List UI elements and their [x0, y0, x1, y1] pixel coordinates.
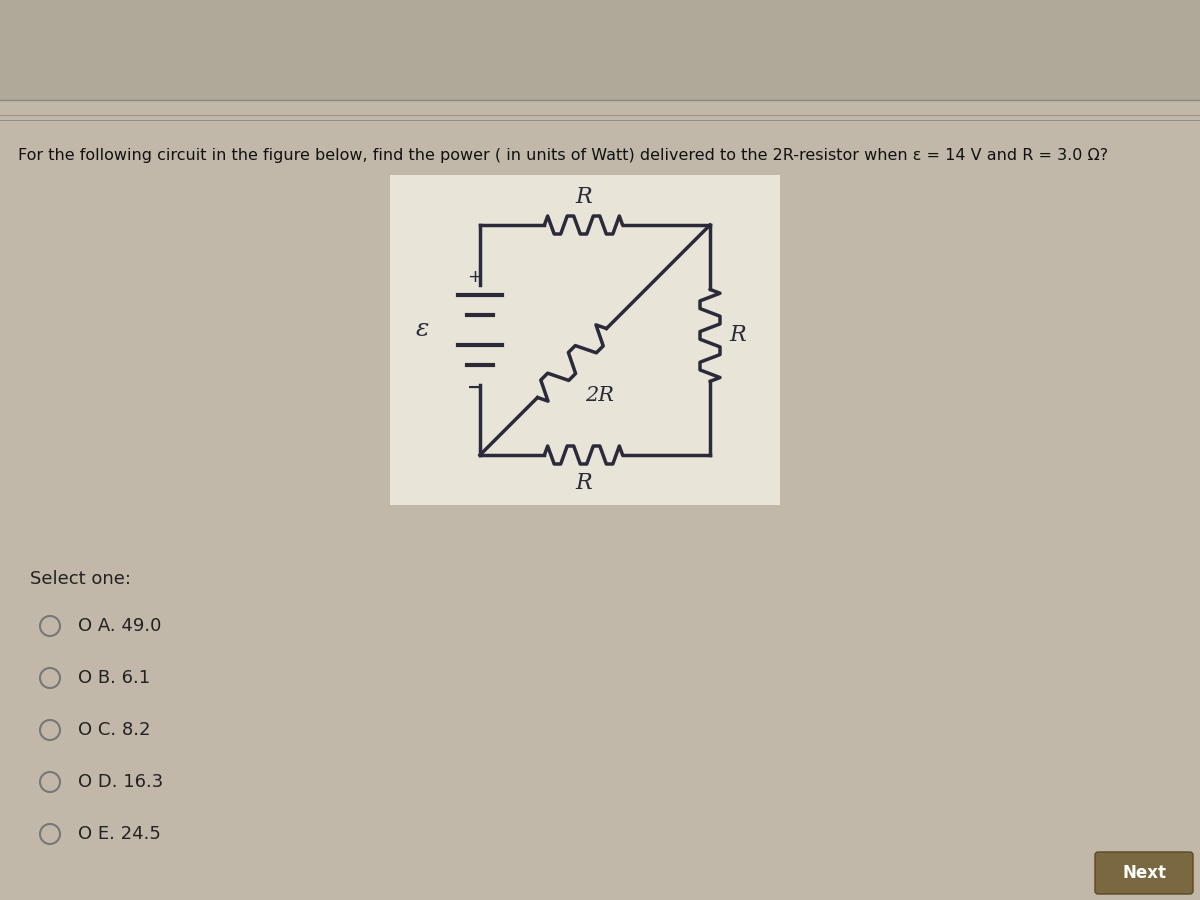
Text: −: −: [467, 377, 484, 397]
Text: Next: Next: [1122, 864, 1166, 882]
Text: +: +: [468, 268, 482, 286]
Text: O E. 24.5: O E. 24.5: [78, 825, 161, 843]
Text: For the following circuit in the figure below, find the power ( in units of Watt: For the following circuit in the figure …: [18, 148, 1108, 163]
Text: O D. 16.3: O D. 16.3: [78, 773, 163, 791]
Text: R: R: [730, 324, 746, 346]
Text: O A. 49.0: O A. 49.0: [78, 617, 161, 635]
Text: Select one:: Select one:: [30, 570, 131, 588]
Bar: [0, 0, 1200, 100]
Text: O C. 8.2: O C. 8.2: [78, 721, 150, 739]
FancyBboxPatch shape: [1096, 852, 1193, 894]
Bar: [390, 175, 780, 505]
Text: O B. 6.1: O B. 6.1: [78, 669, 150, 687]
Text: R: R: [575, 186, 592, 208]
Text: 2R: 2R: [586, 385, 614, 405]
Text: ε: ε: [415, 319, 428, 341]
Text: R: R: [575, 472, 592, 494]
